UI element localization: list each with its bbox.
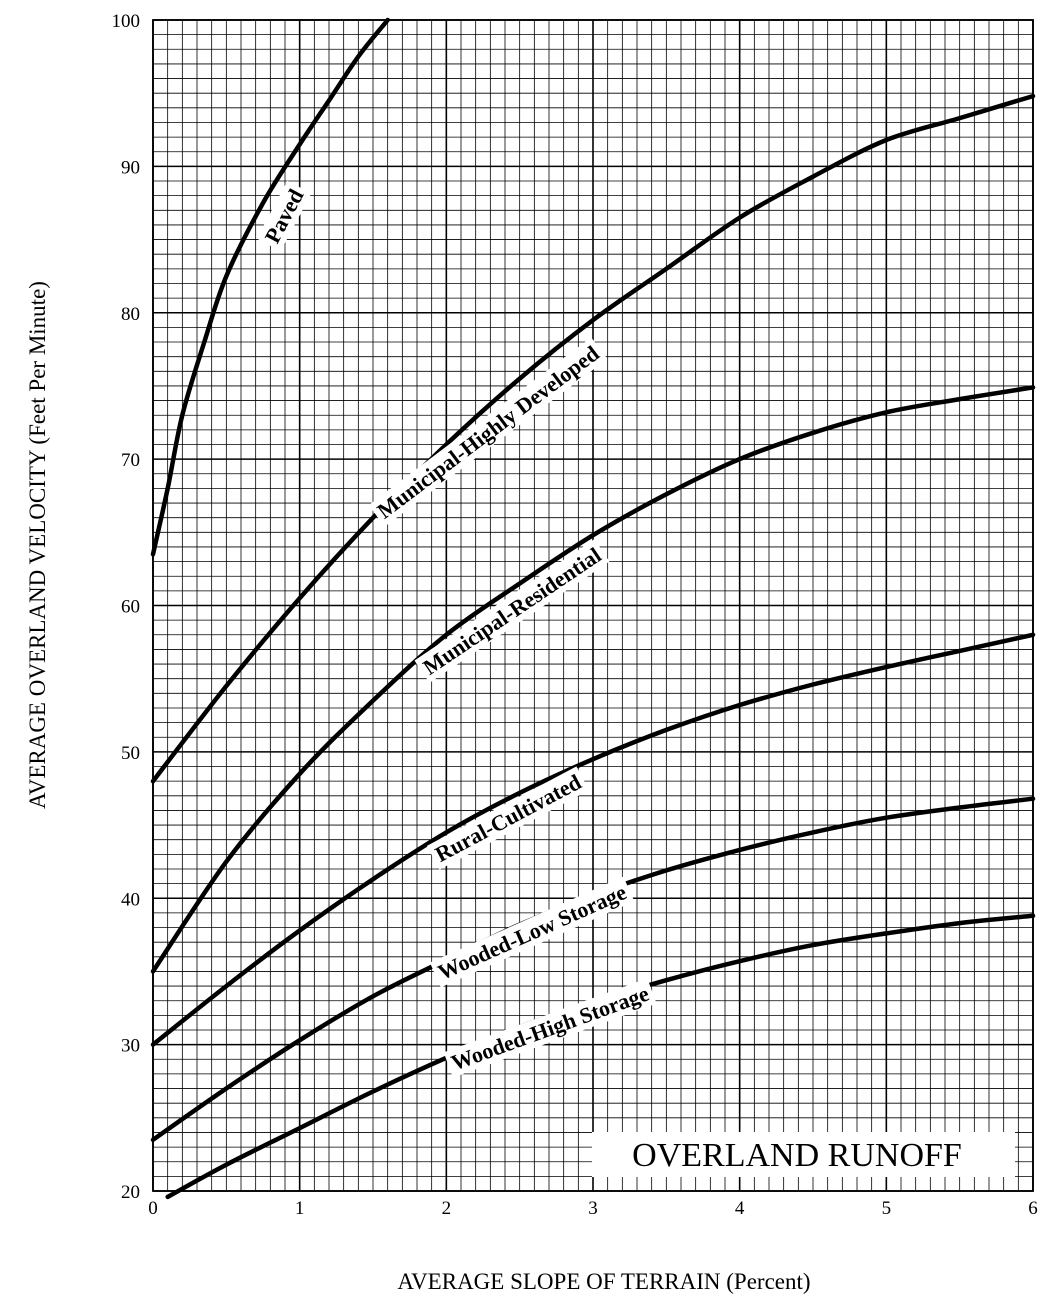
- curve-rural-cultivated: [150, 632, 1036, 1047]
- x-tick-label: 5: [882, 1198, 892, 1219]
- y-tick-label: 100: [112, 11, 141, 32]
- x-tick-label: 2: [442, 1198, 452, 1219]
- grid: [152, 19, 1034, 1192]
- y-tick-label: 30: [121, 1036, 140, 1057]
- curve-label-background: [429, 876, 635, 988]
- tick-labels: 0 1 2 3 4 5 6 20 30 40 50 60 70 80 90 100: [112, 11, 1038, 1219]
- chart-title: OVERLAND RUNOFF: [632, 1137, 962, 1174]
- curve-label-background: [443, 978, 657, 1078]
- title-box: OVERLAND RUNOFF: [592, 1132, 1015, 1177]
- curve-label-background: [414, 539, 610, 683]
- curve-municipal-residential: [150, 385, 1036, 974]
- y-tick-label: 80: [121, 304, 140, 325]
- title-box-background: [592, 1132, 1015, 1177]
- x-tick-label: 1: [295, 1198, 305, 1219]
- curve-municipal-highly-developed: [150, 93, 1036, 784]
- y-tick-label: 70: [121, 450, 140, 471]
- y-tick-label: 40: [121, 889, 140, 910]
- curve-label-background: [368, 337, 608, 527]
- curve-paved: [150, 17, 390, 557]
- y-axis-label: AVERAGE OVERLAND VELOCITY (Feet Per Minu…: [25, 281, 50, 809]
- x-tick-label: 0: [148, 1198, 158, 1219]
- x-tick-label: 4: [735, 1198, 745, 1219]
- x-tick-label: 3: [588, 1198, 598, 1219]
- plot-border: [152, 19, 1034, 1192]
- curve-label-background: [426, 766, 590, 870]
- y-tick-label: 50: [121, 743, 140, 764]
- curve-label-background: [256, 180, 312, 252]
- y-tick-label: 90: [121, 157, 140, 178]
- x-axis-label: AVERAGE SLOPE OF TERRAIN (Percent): [397, 1269, 810, 1294]
- y-tick-label: 20: [121, 1182, 140, 1203]
- x-tick-label: 6: [1028, 1198, 1038, 1219]
- y-tick-label: 60: [121, 597, 140, 618]
